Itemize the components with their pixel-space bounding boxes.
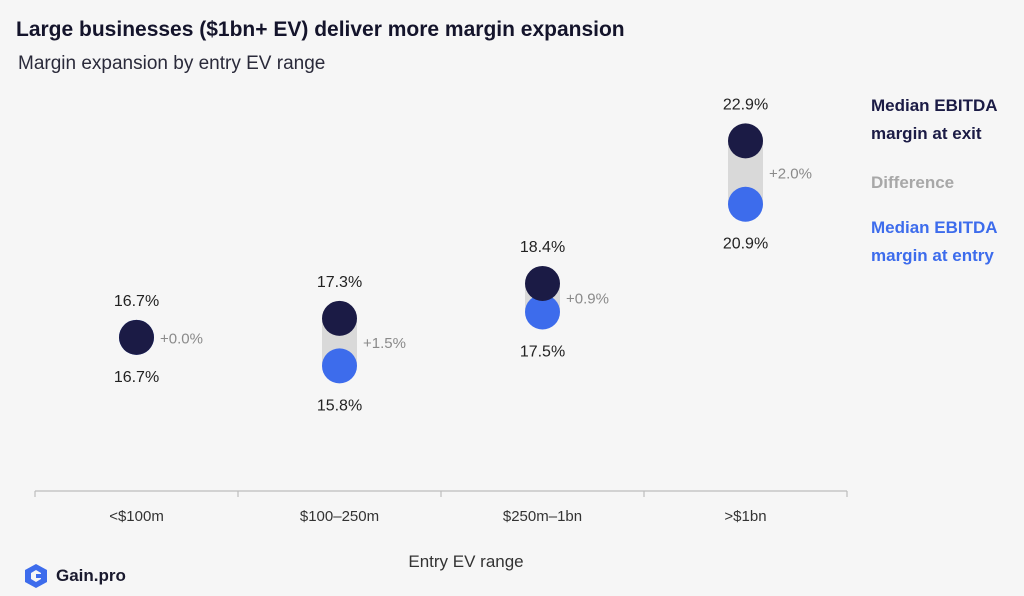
difference-label: +0.9%	[566, 291, 609, 308]
exit-value-label: 22.9%	[723, 96, 768, 113]
entry-dot	[728, 186, 763, 222]
brand: Gain.pro	[22, 560, 126, 592]
exit-dot	[728, 123, 763, 159]
x-tick-label: $100–250m	[300, 508, 379, 525]
exit-dot	[322, 300, 357, 336]
exit-value-label: 17.3%	[317, 274, 362, 291]
exit-dot	[525, 265, 560, 301]
difference-label: +0.0%	[160, 330, 203, 347]
entry-value-label: 15.8%	[317, 397, 362, 414]
entry-dot	[525, 294, 560, 330]
entry-value-label: 16.7%	[114, 369, 159, 386]
x-tick-label: <$100m	[109, 508, 164, 525]
entry-value-label: 20.9%	[723, 236, 768, 253]
x-axis-title: Entry EV range	[408, 552, 523, 571]
exit-value-label: 18.4%	[520, 239, 565, 256]
chart-subtitle: Margin expansion by entry EV range	[18, 53, 326, 74]
legend-entry: Median EBITDA margin at entry	[871, 218, 997, 265]
exit-value-label: 16.7%	[114, 293, 159, 310]
entry-dot	[322, 348, 357, 384]
chart-title: Large businesses ($1bn+ EV) deliver more…	[16, 18, 625, 41]
legend-exit: Median EBITDA margin at exit	[871, 96, 997, 143]
legend-difference: Difference	[871, 173, 955, 192]
exit-dot	[119, 319, 154, 355]
brand-name: Gain.pro	[56, 566, 126, 585]
x-tick-label: >$1bn	[724, 508, 766, 525]
entry-value-label: 17.5%	[520, 344, 565, 361]
difference-label: +1.5%	[363, 335, 406, 352]
x-tick-label: $250m–1bn	[503, 508, 582, 525]
difference-label: +2.0%	[769, 166, 812, 183]
gain-pro-logo-icon	[25, 564, 47, 588]
